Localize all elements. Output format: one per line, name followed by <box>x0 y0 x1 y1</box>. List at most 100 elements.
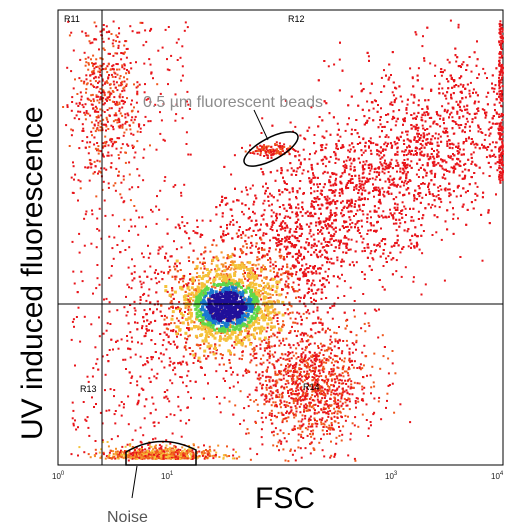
density-cell <box>276 336 279 339</box>
density-cell <box>289 216 292 219</box>
density-cell <box>323 170 326 173</box>
density-cell <box>199 344 202 346</box>
density-cell <box>321 322 324 325</box>
density-cell <box>413 138 416 141</box>
density-cell <box>312 245 315 248</box>
density-cell <box>496 92 499 95</box>
density-cell <box>447 188 449 191</box>
density-cell <box>285 224 288 227</box>
density-cell <box>199 267 202 270</box>
density-cell <box>350 238 353 241</box>
density-cell <box>412 276 415 279</box>
density-cell <box>273 221 276 224</box>
density-cell <box>284 285 287 288</box>
density-cell <box>394 209 397 211</box>
density-cell <box>280 172 283 175</box>
density-cell <box>208 347 211 350</box>
density-cell <box>347 238 350 241</box>
density-cell <box>248 330 250 333</box>
density-cell <box>369 137 372 140</box>
density-cell <box>405 188 408 191</box>
density-cell <box>319 279 321 282</box>
density-cell <box>284 236 287 239</box>
density-cell <box>440 68 443 71</box>
density-cell <box>346 123 349 126</box>
density-cell <box>432 195 435 197</box>
density-cell <box>476 194 479 197</box>
density-cell <box>458 116 461 119</box>
density-cell <box>296 252 298 255</box>
density-cell <box>413 112 416 115</box>
density-cell <box>237 381 239 384</box>
density-cell <box>191 350 194 352</box>
density-cell <box>329 209 332 212</box>
density-cell <box>212 239 215 242</box>
density-cell <box>165 395 168 398</box>
density-cell <box>348 150 351 153</box>
density-cell <box>226 227 228 230</box>
density-cell <box>297 218 300 221</box>
density-cell <box>315 224 318 227</box>
density-cell <box>233 341 236 343</box>
density-cell <box>412 101 415 104</box>
density-cell <box>222 273 225 276</box>
density-cell <box>260 214 263 217</box>
density-cell <box>451 142 454 145</box>
density-cell <box>316 309 319 312</box>
density-cell <box>412 85 415 88</box>
density-cell <box>315 355 318 358</box>
density-cell <box>291 190 294 193</box>
density-cell <box>289 228 292 231</box>
density-cell <box>360 154 363 157</box>
density-cell <box>250 219 253 222</box>
density-cell <box>198 282 201 285</box>
density-cell <box>445 168 447 171</box>
density-cell <box>407 181 410 183</box>
density-cell <box>485 111 488 114</box>
density-cell <box>146 357 149 359</box>
density-cell <box>308 343 310 346</box>
density-cell <box>266 326 269 329</box>
density-cell <box>408 164 411 167</box>
density-cell <box>445 127 448 130</box>
density-cell <box>323 238 326 241</box>
density-cell <box>421 113 424 116</box>
density-cell <box>195 343 198 346</box>
density-cell <box>288 206 291 209</box>
density-cell <box>266 187 269 190</box>
density-cell <box>221 239 224 242</box>
density-cell <box>346 182 349 184</box>
density-cell <box>293 266 296 269</box>
density-cell <box>355 261 358 264</box>
density-cell <box>313 238 316 241</box>
density-cell <box>318 116 321 118</box>
density-cell <box>268 341 271 343</box>
density-cell <box>499 181 502 184</box>
density-cell <box>295 197 298 200</box>
density-cell <box>281 191 284 194</box>
density-cell <box>395 270 398 273</box>
density-cell <box>290 167 293 170</box>
density-cell <box>270 215 273 218</box>
density-cell <box>457 152 460 155</box>
density-cell <box>228 278 231 281</box>
density-cell <box>458 105 461 108</box>
density-cell <box>423 146 426 149</box>
density-cell <box>413 197 416 200</box>
density-cell <box>403 181 406 184</box>
density-cell <box>362 186 365 189</box>
density-cell <box>286 188 289 191</box>
density-cell <box>224 203 227 206</box>
density-cell <box>394 143 397 146</box>
density-cell <box>262 202 265 205</box>
density-cell <box>253 273 256 275</box>
density-cell <box>301 271 304 274</box>
density-cell <box>252 203 255 206</box>
density-cell <box>369 169 372 172</box>
density-cell <box>466 190 469 192</box>
density-cell <box>225 370 228 372</box>
density-cell <box>283 207 286 210</box>
density-cell <box>298 277 301 280</box>
density-cell <box>196 226 199 228</box>
density-cell <box>294 290 297 293</box>
